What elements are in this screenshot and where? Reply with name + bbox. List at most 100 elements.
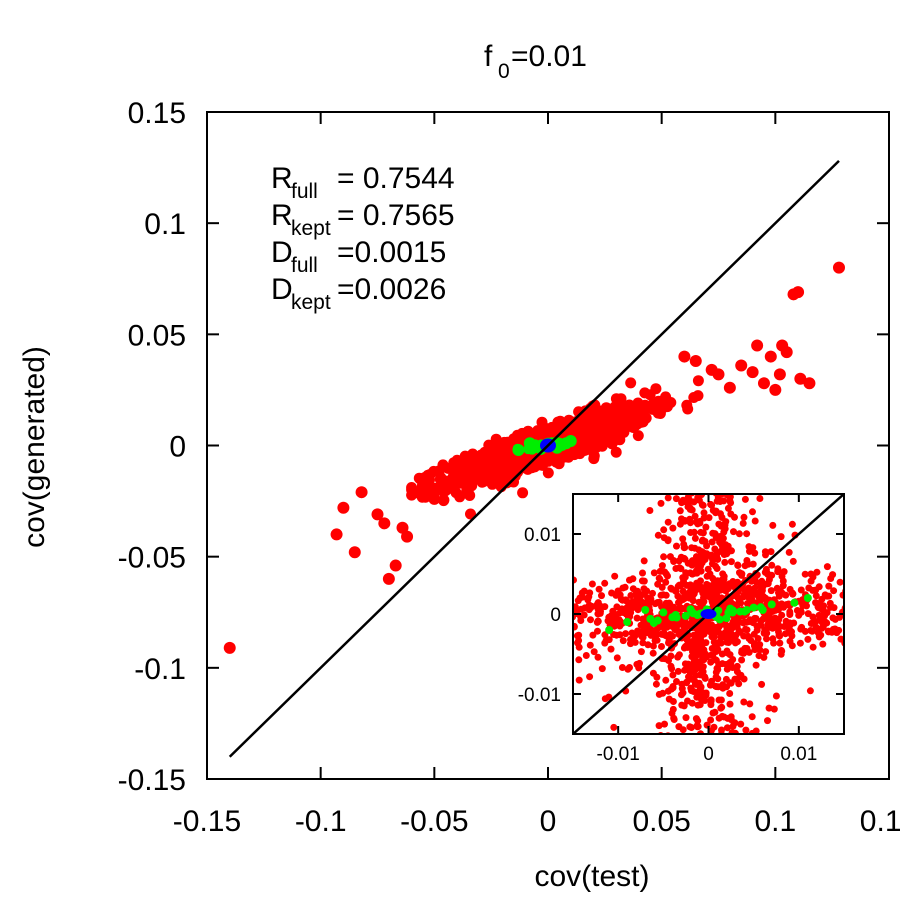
inset-point-full — [746, 618, 754, 625]
inset-point-full — [706, 570, 714, 578]
inset-point-full — [553, 673, 560, 680]
inset-point-full — [847, 624, 854, 631]
point-full-outlier — [773, 368, 786, 381]
inset-point-full — [849, 587, 856, 594]
inset-point-full — [638, 577, 646, 585]
inset-point-full — [658, 643, 665, 650]
inset-point-full — [660, 526, 668, 534]
inset-point-full — [812, 599, 820, 607]
inset-point-full — [724, 714, 732, 722]
inset-point-full — [618, 664, 626, 671]
svg-text:= 0.7544: = 0.7544 — [337, 162, 455, 195]
inset-point-full — [689, 738, 696, 745]
svg-text:D: D — [271, 236, 293, 269]
inset-point-full — [652, 680, 660, 688]
chart-title-f: f — [484, 40, 493, 73]
inset-point-full — [665, 636, 673, 644]
inset-point-full — [700, 514, 708, 522]
inset-point-full — [757, 617, 765, 625]
inset-point-full — [641, 588, 649, 596]
point-full — [591, 430, 603, 442]
inset-point-full — [765, 737, 772, 744]
inset-point-full — [624, 665, 632, 673]
inset-point-full — [801, 627, 809, 635]
svg-text:kept: kept — [291, 217, 331, 240]
inset-point-full — [776, 639, 784, 647]
inset-point-full — [804, 635, 812, 643]
inset-point-full — [595, 585, 603, 593]
point-full-outlier — [723, 381, 736, 394]
chart-title-sub: 0 — [498, 60, 510, 83]
inset-point-full — [688, 544, 696, 552]
inset-point-full — [741, 562, 749, 570]
point-full — [682, 403, 694, 415]
inset-point-full — [582, 652, 590, 659]
point-full — [429, 484, 440, 496]
inset-point-full — [654, 531, 662, 539]
y-tick-label: -0.05 — [118, 542, 186, 575]
inset-point-full — [712, 509, 720, 517]
x-tick-label: -0.15 — [173, 805, 241, 838]
point-full-outlier — [428, 492, 441, 505]
inset-point-full — [661, 568, 669, 576]
inset-point-full — [694, 580, 702, 588]
inset-point-full — [675, 723, 683, 731]
inset-point-full — [627, 592, 635, 599]
inset-point-full — [655, 690, 663, 698]
inset-point-full — [715, 696, 723, 704]
inset-point-full — [848, 624, 855, 631]
svg-text:R: R — [271, 162, 293, 195]
inset-point-full — [615, 616, 623, 624]
inset-point-full — [801, 570, 809, 578]
inset-point-full — [717, 704, 725, 712]
inset-y-tick-label: -0.01 — [518, 685, 561, 706]
inset-point-full — [561, 596, 568, 603]
inset-point-full — [596, 609, 604, 617]
inset-point-full — [731, 675, 739, 683]
point-full — [537, 459, 548, 471]
inset-point-full — [779, 577, 787, 585]
x-axis-label: cov(test) — [534, 860, 649, 893]
y-tick-label: 0.15 — [128, 97, 186, 130]
inset-point-full — [626, 576, 633, 584]
point-full — [465, 508, 476, 520]
inset-point-full — [849, 590, 856, 597]
inset-point-full — [740, 698, 748, 706]
inset-point-full — [636, 659, 643, 667]
inset-point-full — [778, 600, 786, 608]
svg-text:full: full — [291, 254, 318, 277]
point-full — [463, 460, 475, 471]
point-full-outlier — [780, 346, 793, 359]
inset-point-full — [723, 660, 730, 668]
inset-point-full — [699, 640, 706, 648]
inset-point-full — [755, 652, 763, 660]
point-full — [419, 491, 431, 503]
point-kept — [557, 441, 568, 452]
inset-point-full — [674, 667, 682, 675]
point-full — [608, 412, 620, 424]
inset-point-full — [786, 637, 794, 645]
inset-point-full — [586, 641, 594, 649]
inset-point-full — [721, 587, 729, 594]
point-full-outlier — [371, 508, 384, 521]
x-tick-label: 0 — [540, 805, 557, 838]
inset-point-full — [561, 634, 568, 641]
inset-point-full — [846, 580, 853, 587]
inset-point-full — [846, 605, 853, 612]
inset-point-full — [637, 648, 645, 656]
inset-point-full — [718, 650, 726, 658]
inset-point-full — [655, 722, 663, 730]
inset-point-full — [573, 603, 579, 611]
point-full-outlier — [396, 521, 409, 534]
inset-point-full — [580, 611, 588, 619]
point-full-outlier — [678, 350, 691, 363]
inset-point-full — [799, 601, 807, 609]
inset-point-full — [831, 615, 839, 623]
inset-point-full — [767, 587, 775, 595]
inset-point-full — [691, 534, 699, 542]
inset-point-full — [683, 679, 691, 687]
point-full-outlier — [439, 483, 452, 496]
inset-point-full — [705, 734, 712, 741]
inset-point-full — [813, 568, 821, 576]
